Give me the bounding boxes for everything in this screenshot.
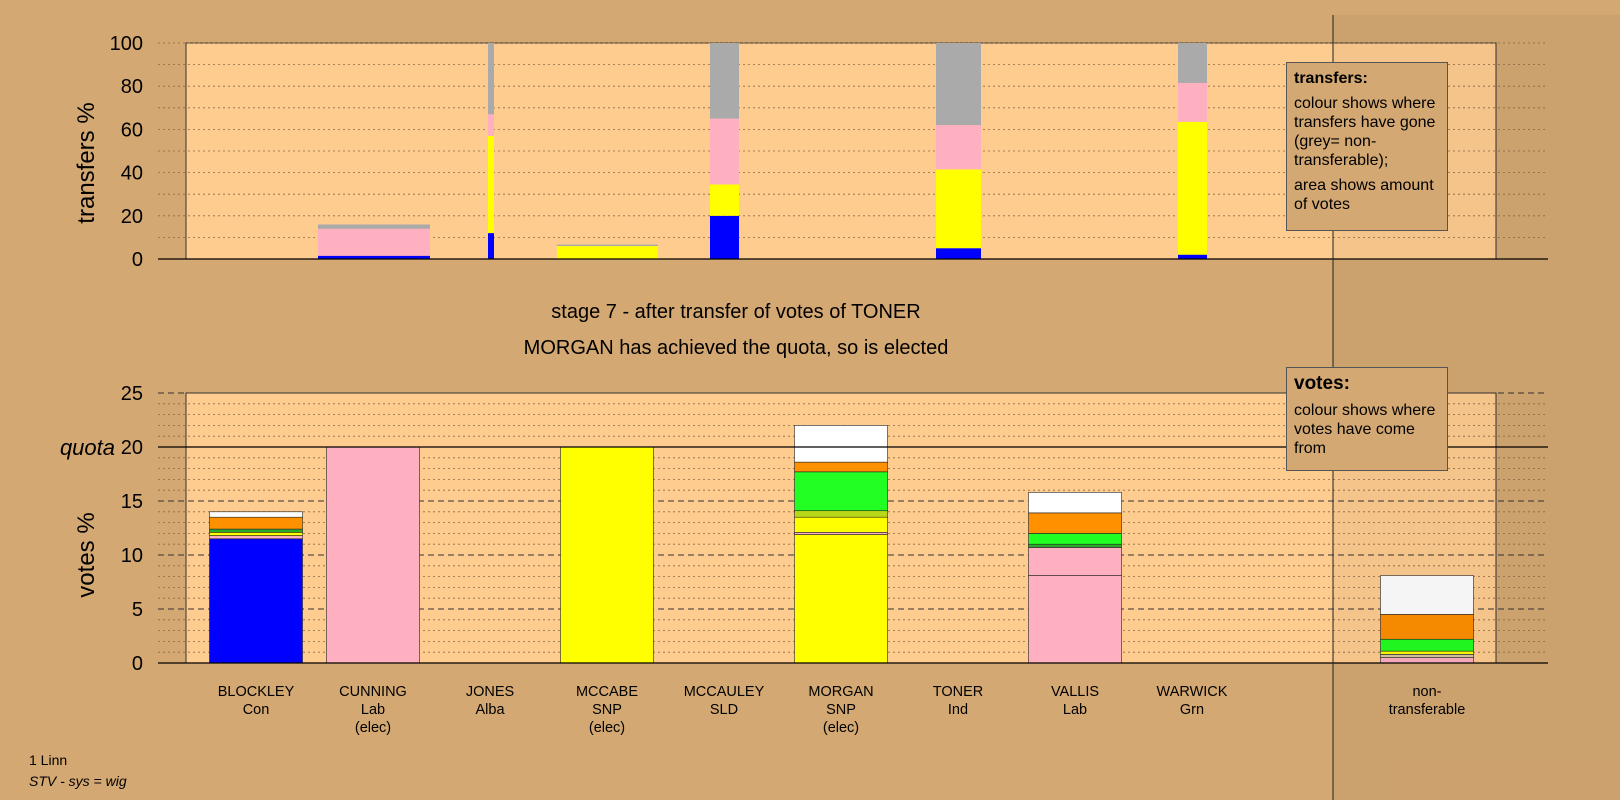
candidate-label-warwick: Grn xyxy=(1180,702,1204,718)
votes-tick-label: 20 xyxy=(121,437,143,459)
candidate-label-morgan: SNP xyxy=(826,702,856,718)
vote-segment-mccabe xyxy=(560,446,654,664)
vote-segment-blockley xyxy=(209,528,303,533)
transfer-segment-warwick xyxy=(1178,121,1207,255)
transfers-tick-label: 40 xyxy=(121,163,143,185)
vote-segment-blockley xyxy=(209,535,303,540)
vote-segment-vallis xyxy=(1028,512,1122,534)
candidate-label-toner: TONER xyxy=(933,684,984,700)
vote-segment-morgan xyxy=(794,510,888,518)
vote-segment-vallis xyxy=(1028,543,1122,548)
vote-segment-morgan xyxy=(794,425,888,463)
candidate-label-vallis: VALLIS xyxy=(1051,684,1099,700)
transfers-legend-text-2: area shows amount of votes xyxy=(1294,177,1434,213)
transfers-tick-label: 80 xyxy=(121,76,143,98)
vote-segment-morgan xyxy=(794,461,888,473)
stage-title: stage 7 - after transfer of votes of TON… xyxy=(551,301,920,323)
transfer-segment-mccabe xyxy=(557,246,658,259)
transfer-segment-mccauley xyxy=(710,184,739,216)
candidate-label-jones: JONES xyxy=(466,684,514,700)
constituency-label: 1 Linn xyxy=(29,752,68,768)
transfers-legend-text-1: colour shows where transfers have gone (… xyxy=(1294,95,1436,169)
candidate-label-cunning: Lab xyxy=(361,702,385,718)
transfer-segment-cunning xyxy=(318,255,430,259)
votes-tick-label: 10 xyxy=(121,545,143,567)
candidate-label-vallis: Lab xyxy=(1063,702,1087,718)
transfers-tick-label: 60 xyxy=(121,119,143,141)
transfer-segment-warwick xyxy=(1178,254,1207,259)
votes-legend-title: votes: xyxy=(1294,373,1350,394)
transfer-segment-warwick xyxy=(1178,82,1207,122)
transfer-segment-jones xyxy=(488,135,494,234)
candidate-label-mccabe: (elec) xyxy=(589,720,625,736)
transfer-segment-toner xyxy=(936,43,981,126)
vote-segment-blockley xyxy=(209,516,303,530)
votes-axis-label: votes % xyxy=(73,512,100,597)
candidate-label-mccauley: MCCAULEY xyxy=(684,684,765,700)
transfer-segment-toner xyxy=(936,248,981,259)
vote-segment-morgan xyxy=(794,532,888,535)
vote-segment-blockley xyxy=(209,532,303,536)
transfer-segment-cunning xyxy=(318,228,430,256)
vote-segment-vallis xyxy=(1028,547,1122,576)
transfer-segment-jones xyxy=(488,233,494,259)
vote-segment-nontransferable xyxy=(1380,575,1474,615)
stage-status: MORGAN has achieved the quota, so is ele… xyxy=(524,337,949,359)
quota-label: quota xyxy=(60,435,115,460)
candidate-label-cunning: (elec) xyxy=(355,720,391,736)
vote-segment-blockley xyxy=(209,511,303,518)
candidate-label-warwick: WARWICK xyxy=(1157,684,1228,700)
candidate-label-jones: Alba xyxy=(475,702,505,718)
candidate-label-morgan: MORGAN xyxy=(808,684,873,700)
vote-segment-morgan xyxy=(794,534,888,664)
votes-tick-label: 0 xyxy=(132,653,143,675)
votes-tick-label: 25 xyxy=(121,383,143,405)
vote-segment-cunning xyxy=(326,446,420,664)
votes-tick-label: 5 xyxy=(132,599,143,621)
transfer-segment-toner xyxy=(936,125,981,170)
candidate-label-blockley: BLOCKLEY xyxy=(218,684,295,700)
transfers-legend-title: transfers: xyxy=(1294,70,1368,87)
vote-segment-vallis xyxy=(1028,492,1122,514)
transfer-segment-mccauley xyxy=(710,118,739,185)
transfers-axis-label: transfers % xyxy=(73,102,100,223)
candidate-label-nontransferable: transferable xyxy=(1389,702,1466,718)
transfer-segment-warwick xyxy=(1178,43,1207,83)
candidate-label-toner: Ind xyxy=(948,702,968,718)
transfers-legend: transfers: colour shows where transfers … xyxy=(1286,62,1448,231)
candidate-label-cunning: CUNNING xyxy=(339,684,407,700)
candidate-label-mccauley: SLD xyxy=(710,702,738,718)
transfers-tick-label: 0 xyxy=(132,249,143,271)
vote-segment-blockley xyxy=(209,538,303,664)
candidate-label-mccabe: MCCABE xyxy=(576,684,638,700)
candidate-label-morgan: (elec) xyxy=(823,720,859,736)
transfers-tick-label: 100 xyxy=(110,33,143,55)
votes-legend: votes: colour shows where votes have com… xyxy=(1286,367,1448,471)
vote-segment-vallis xyxy=(1028,575,1122,664)
vote-segment-nontransferable xyxy=(1380,614,1474,640)
vote-segment-morgan xyxy=(794,471,888,512)
votes-legend-text: colour shows where votes have come from xyxy=(1294,402,1436,457)
transfer-segment-toner xyxy=(936,169,981,249)
candidate-label-mccabe: SNP xyxy=(592,702,622,718)
system-label: STV - sys = wig xyxy=(29,773,127,789)
candidate-label-blockley: Con xyxy=(243,702,270,718)
transfer-segment-mccauley xyxy=(710,43,739,119)
transfer-segment-jones xyxy=(488,114,494,136)
vote-segment-vallis xyxy=(1028,533,1122,545)
transfer-segment-cunning xyxy=(318,224,430,229)
votes-tick-label: 15 xyxy=(121,491,143,513)
transfer-segment-mccabe xyxy=(557,244,658,247)
candidate-label-nontransferable: non- xyxy=(1412,684,1441,700)
transfers-tick-label: 20 xyxy=(121,206,143,228)
transfer-segment-mccauley xyxy=(710,215,739,259)
transfer-segment-jones xyxy=(488,43,494,115)
vote-segment-morgan xyxy=(794,516,888,533)
